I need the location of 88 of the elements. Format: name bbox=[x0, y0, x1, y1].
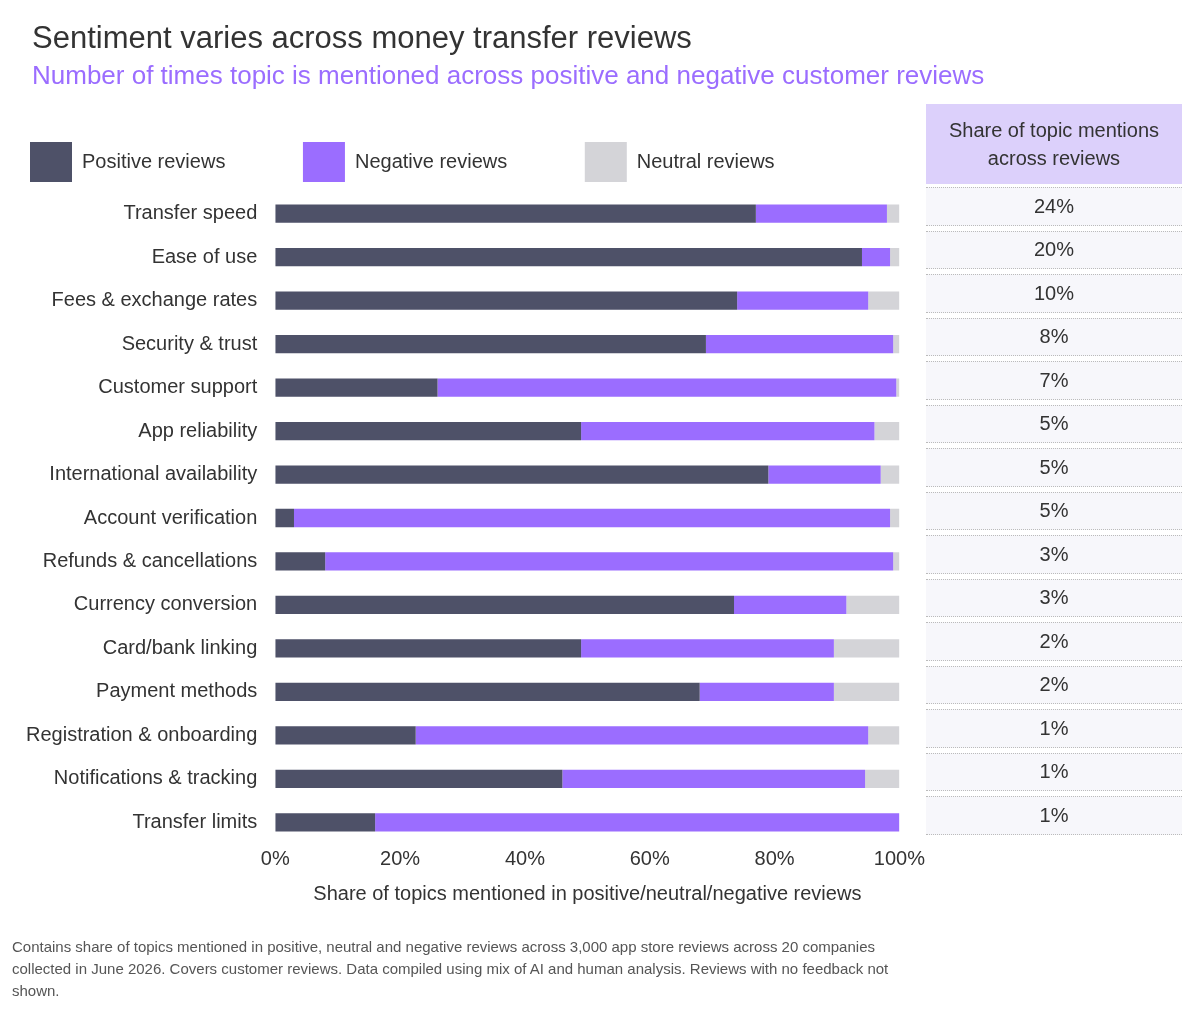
text: 10% bbox=[1033, 281, 1075, 304]
y-tick-label: Ease of use bbox=[151, 244, 258, 267]
text: Share of topic mentions across reviews bbox=[926, 104, 1182, 184]
y-tick-label: Refunds & cancellations bbox=[42, 548, 258, 571]
bar bbox=[886, 204, 900, 223]
legend-label: Positive reviews bbox=[82, 149, 281, 172]
text: 3% bbox=[1039, 586, 1069, 609]
chart-subtitle: Number of times topic is mentioned across positive and negative customer reviews bbox=[32, 60, 985, 91]
bar bbox=[275, 595, 735, 615]
x-axis-title: Share of topics mentioned in positive/neutral/negative reviews bbox=[313, 881, 862, 904]
bar bbox=[275, 769, 563, 788]
x-tick-label: 100% bbox=[873, 846, 926, 869]
bar bbox=[833, 639, 900, 658]
bar bbox=[880, 465, 900, 484]
x-tick-label: 20% bbox=[380, 846, 421, 869]
y-tick-label: Notifications & tracking bbox=[53, 766, 258, 789]
bar bbox=[293, 508, 891, 528]
bar bbox=[896, 378, 900, 397]
bar bbox=[581, 639, 834, 658]
chart-title: Sentiment varies across money transfer reviews bbox=[32, 20, 692, 56]
text: 20% bbox=[1033, 238, 1075, 261]
x-tick-label: 60% bbox=[629, 846, 670, 869]
y-tick-label: Fees & exchange rates bbox=[51, 288, 258, 311]
bar bbox=[734, 595, 847, 615]
bar bbox=[275, 465, 769, 484]
y-tick-label: Currency conversion bbox=[73, 592, 258, 615]
bar bbox=[861, 248, 891, 267]
y-tick-label: Account verification bbox=[83, 505, 258, 528]
bar bbox=[275, 248, 862, 267]
legend-label: Negative reviews bbox=[354, 149, 563, 172]
y-tick-label: App reliability bbox=[138, 418, 258, 441]
bar bbox=[893, 552, 900, 571]
x-tick-label: 80% bbox=[754, 846, 795, 869]
bar bbox=[275, 726, 416, 745]
text: 2% bbox=[1039, 629, 1069, 652]
bar bbox=[705, 335, 894, 354]
bar bbox=[275, 508, 294, 528]
bar bbox=[868, 291, 900, 310]
bar bbox=[890, 508, 900, 528]
text: 3% bbox=[1039, 542, 1069, 565]
x-tick-label: 0% bbox=[260, 846, 290, 869]
bar bbox=[275, 639, 582, 658]
text: 5% bbox=[1039, 455, 1069, 478]
y-tick-label: Transfer speed bbox=[123, 201, 258, 224]
bar bbox=[874, 421, 900, 441]
text: 1% bbox=[1039, 803, 1069, 826]
text: 5% bbox=[1039, 499, 1069, 522]
bar bbox=[415, 726, 869, 745]
y-tick-label: International availability bbox=[49, 462, 258, 485]
bar bbox=[562, 769, 866, 788]
bar bbox=[437, 378, 897, 397]
bar bbox=[768, 465, 881, 484]
y-tick-label: Customer support bbox=[98, 375, 258, 398]
legend-label: Neutral reviews bbox=[636, 149, 831, 172]
x-tick-label: 40% bbox=[504, 846, 546, 869]
bar bbox=[833, 682, 900, 701]
bar bbox=[275, 421, 582, 441]
y-tick-label: Card/bank linking bbox=[102, 635, 258, 658]
bar bbox=[846, 595, 900, 615]
y-tick-label: Registration & onboarding bbox=[25, 722, 258, 745]
bar bbox=[699, 682, 834, 701]
bar bbox=[865, 769, 900, 788]
text: 24% bbox=[1033, 194, 1075, 217]
bar bbox=[581, 421, 875, 441]
bar bbox=[375, 813, 900, 832]
text: 2% bbox=[1039, 673, 1069, 696]
bar bbox=[868, 726, 900, 745]
bar bbox=[325, 552, 894, 571]
text: 1% bbox=[1039, 760, 1069, 783]
y-tick-label: Payment methods bbox=[96, 679, 258, 702]
text: 1% bbox=[1039, 716, 1069, 739]
text: 8% bbox=[1039, 325, 1069, 348]
bar bbox=[275, 291, 738, 310]
bar bbox=[275, 335, 706, 354]
bar bbox=[755, 204, 887, 223]
y-tick-label: Transfer limits bbox=[132, 809, 258, 832]
bar bbox=[737, 291, 869, 310]
text: 7% bbox=[1039, 368, 1069, 391]
bar bbox=[890, 248, 900, 267]
bar bbox=[275, 204, 756, 223]
text: Contains share of topics mentioned in positive, neutral and negative reviews across 3,000 app store reviews across 20 companies collected in June 2026. Covers customer reviews. Data compiled using mix of AI and human analysis. Reviews with no feedback not shown. bbox=[12, 937, 890, 1001]
bar bbox=[275, 813, 376, 832]
bar bbox=[275, 552, 326, 571]
bar bbox=[275, 682, 700, 701]
y-tick-label: Security & trust bbox=[121, 331, 258, 354]
text: 5% bbox=[1039, 412, 1069, 435]
bar bbox=[275, 378, 438, 397]
bar bbox=[893, 335, 900, 354]
